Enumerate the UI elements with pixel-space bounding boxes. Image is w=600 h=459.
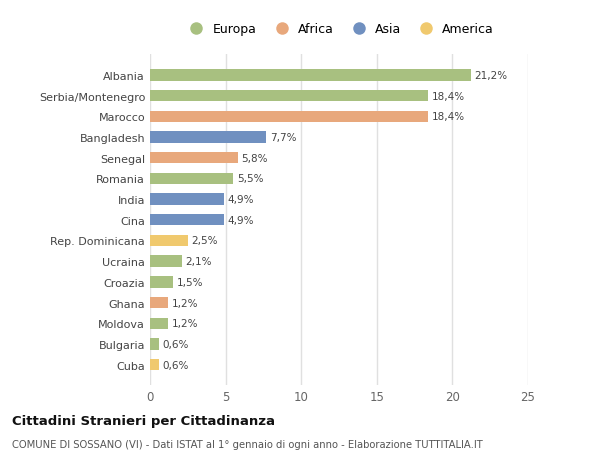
Text: COMUNE DI SOSSANO (VI) - Dati ISTAT al 1° gennaio di ogni anno - Elaborazione TU: COMUNE DI SOSSANO (VI) - Dati ISTAT al 1… <box>12 440 483 449</box>
Bar <box>150 359 159 370</box>
Bar <box>150 318 168 329</box>
Text: 5,5%: 5,5% <box>237 174 263 184</box>
Text: 18,4%: 18,4% <box>432 91 465 101</box>
Text: 0,6%: 0,6% <box>163 360 189 370</box>
Bar <box>150 153 238 164</box>
Bar <box>150 194 224 205</box>
Bar <box>150 215 224 226</box>
Bar <box>150 132 266 143</box>
Text: 4,9%: 4,9% <box>228 215 254 225</box>
Text: 0,6%: 0,6% <box>163 339 189 349</box>
Text: 21,2%: 21,2% <box>475 71 508 81</box>
Bar <box>150 70 470 81</box>
Bar <box>150 277 173 288</box>
Text: 2,1%: 2,1% <box>185 257 212 267</box>
Text: Cittadini Stranieri per Cittadinanza: Cittadini Stranieri per Cittadinanza <box>12 414 275 428</box>
Text: 2,5%: 2,5% <box>191 236 218 246</box>
Text: 1,2%: 1,2% <box>172 319 199 329</box>
Text: 4,9%: 4,9% <box>228 195 254 205</box>
Bar <box>150 174 233 185</box>
Text: 1,5%: 1,5% <box>176 277 203 287</box>
Text: 7,7%: 7,7% <box>270 133 297 143</box>
Bar <box>150 339 159 350</box>
Text: 18,4%: 18,4% <box>432 112 465 122</box>
Legend: Europa, Africa, Asia, America: Europa, Africa, Asia, America <box>179 18 499 41</box>
Bar <box>150 112 428 123</box>
Text: 5,8%: 5,8% <box>241 153 268 163</box>
Bar <box>150 235 188 246</box>
Text: 1,2%: 1,2% <box>172 298 199 308</box>
Bar <box>150 91 428 102</box>
Bar <box>150 256 182 267</box>
Bar <box>150 297 168 308</box>
